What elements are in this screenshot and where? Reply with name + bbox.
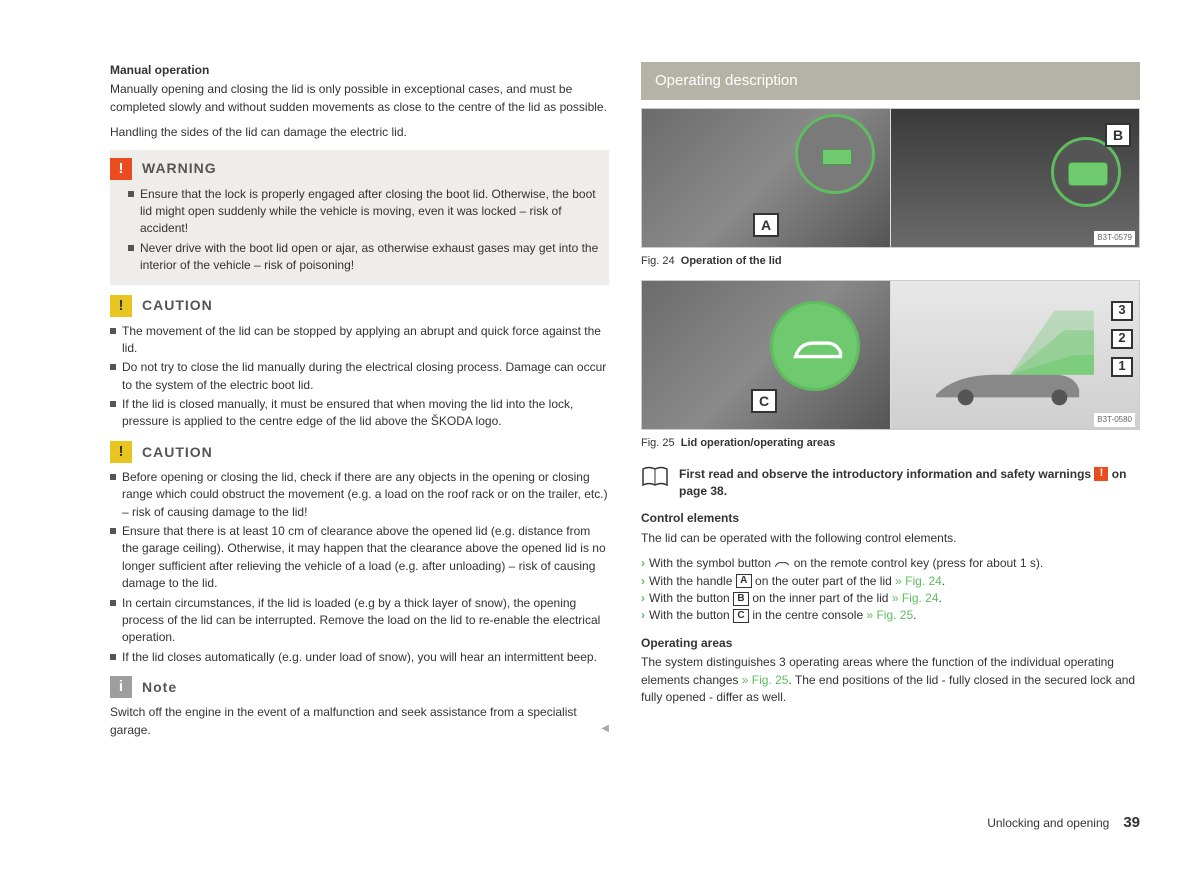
page-number: 39 — [1123, 814, 1140, 831]
list-item: ›With the button C in the centre console… — [641, 607, 1140, 624]
caution-title: CAUTION — [142, 295, 213, 315]
fig-link[interactable]: » Fig. 25 — [742, 673, 789, 687]
read-first-note: First read and observe the introductory … — [641, 466, 1140, 501]
key-label-a: A — [736, 574, 752, 588]
image-code: B3T-0580 — [1094, 413, 1135, 427]
caution-item: Before opening or closing the lid, check… — [122, 469, 609, 521]
operating-areas-heading: Operating areas — [641, 635, 1140, 652]
warning-item: Never drive with the boot lid open or aj… — [140, 240, 599, 275]
callout-num-2: 2 — [1111, 329, 1133, 349]
caution-icon: ! — [110, 295, 132, 317]
figure-25: C 3 2 1 B3T-0580 — [641, 280, 1140, 430]
body-text: The lid can be operated with the followi… — [641, 530, 1140, 547]
caution-icon: ! — [110, 441, 132, 463]
fig-link[interactable]: » Fig. 24 — [892, 591, 939, 605]
caution-item: Ensure that there is at least 10 cm of c… — [122, 523, 609, 593]
caution-item: If the lid closes automatically (e.g. un… — [122, 649, 597, 666]
key-label-c: C — [733, 609, 749, 623]
figure-24: A B B3T-0579 — [641, 108, 1140, 248]
note-title: Note — [142, 677, 177, 697]
warning-icon: ! — [110, 158, 132, 180]
car-icon — [774, 560, 790, 568]
body-text: Manually opening and closing the lid is … — [110, 81, 609, 116]
list-item: ›With the handle A on the outer part of … — [641, 573, 1140, 590]
manual-operation-heading: Manual operation — [110, 62, 609, 79]
note-text: Switch off the engine in the event of a … — [110, 704, 609, 739]
body-text: The system distinguishes 3 operating are… — [641, 654, 1140, 706]
warning-title: WARNING — [142, 158, 217, 178]
section-end-icon: ◀ — [601, 722, 609, 737]
fig-link[interactable]: » Fig. 24 — [895, 574, 942, 588]
note-icon: i — [110, 676, 132, 698]
list-item: ›With the symbol button on the remote co… — [641, 555, 1140, 572]
caution-item: In certain circumstances, if the lid is … — [122, 595, 609, 647]
section-header: Operating description — [641, 62, 1140, 100]
fig-link[interactable]: » Fig. 25 — [866, 608, 913, 622]
figure-caption: Fig. 25 Lid operation/operating areas — [641, 436, 1140, 452]
callout-num-3: 3 — [1111, 301, 1133, 321]
image-code: B3T-0579 — [1094, 231, 1135, 245]
key-label-b: B — [733, 592, 749, 606]
caution-title: CAUTION — [142, 442, 213, 462]
figure-caption: Fig. 24 Operation of the lid — [641, 254, 1140, 270]
callout-label-c: C — [751, 389, 777, 413]
caution-item: Do not try to close the lid manually dur… — [122, 359, 609, 394]
control-elements-heading: Control elements — [641, 510, 1140, 527]
page-footer: Unlocking and opening39 — [987, 812, 1140, 834]
caution-item: The movement of the lid can be stopped b… — [122, 323, 609, 358]
warning-panel: ! WARNING Ensure that the lock is proper… — [110, 150, 609, 285]
list-item: ›With the button B on the inner part of … — [641, 590, 1140, 607]
body-text: Handling the sides of the lid can damage… — [110, 124, 609, 141]
callout-label-b: B — [1105, 123, 1131, 147]
warning-item: Ensure that the lock is properly engaged… — [140, 186, 599, 238]
callout-num-1: 1 — [1111, 357, 1133, 377]
callout-label-a: A — [753, 213, 779, 237]
book-icon — [641, 466, 669, 488]
warning-badge-icon: ! — [1094, 467, 1108, 481]
caution-item: If the lid is closed manually, it must b… — [122, 396, 609, 431]
